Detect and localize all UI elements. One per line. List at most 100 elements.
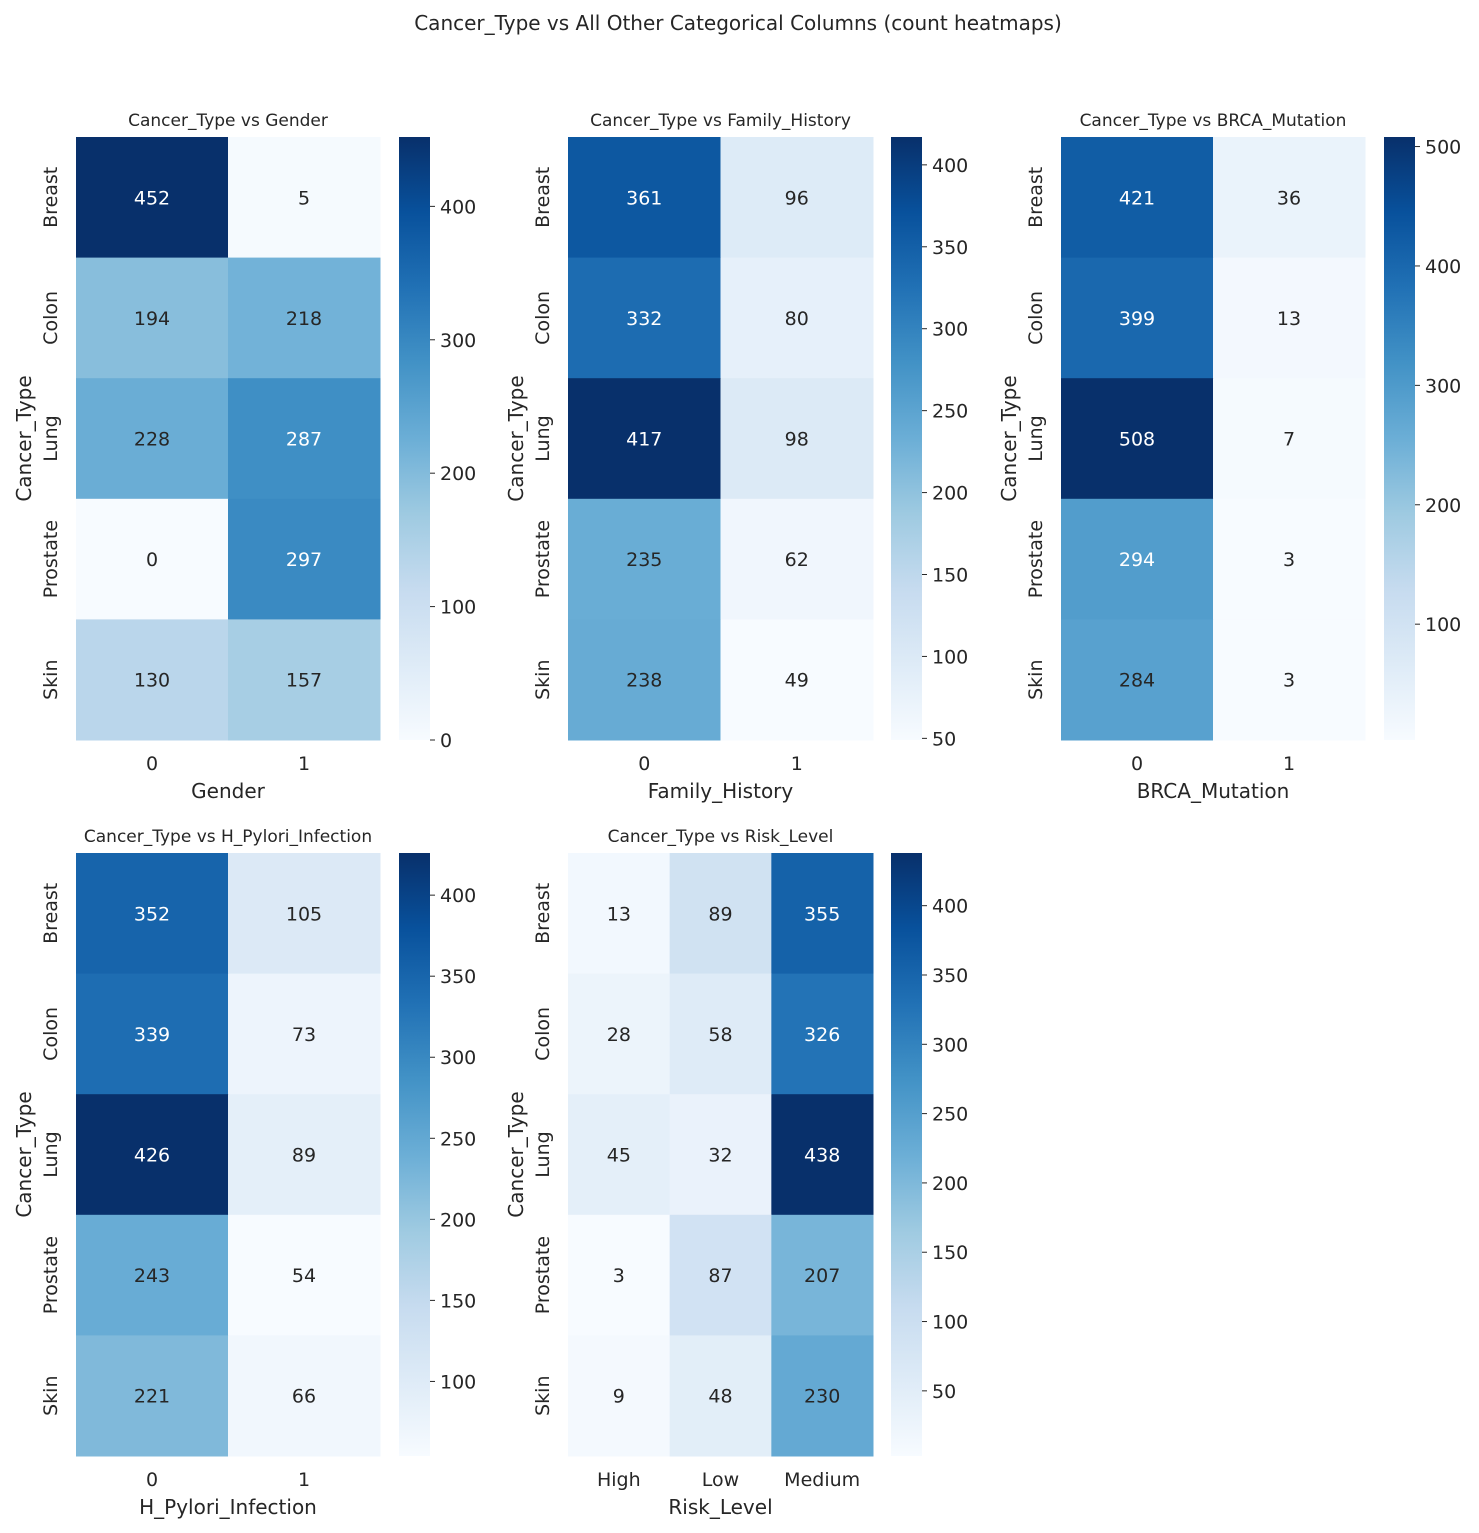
cell-value-label: 7 (1283, 429, 1295, 451)
cell-value-label: 45 (607, 1145, 631, 1167)
colorbar-tick-label: 300 (932, 1034, 968, 1056)
cell-value-label: 0 (146, 549, 158, 571)
colorbar-tick-label: 350 (932, 237, 968, 259)
heatmap-cell (1061, 378, 1214, 500)
heatmap-cell (568, 973, 671, 1095)
x-tick-label: Medium (784, 1469, 860, 1491)
heatmap-cell (568, 257, 721, 379)
colorbar-tick-label: 500 (1425, 137, 1461, 159)
colorbar-tick-label: 100 (932, 1312, 968, 1334)
y-tick-label: Breast (40, 167, 62, 228)
cell-value-label: 13 (1277, 308, 1301, 330)
heatmap-cell (228, 498, 381, 620)
cell-value-label: 228 (134, 429, 170, 451)
cell-value-label: 243 (134, 1265, 170, 1287)
panel-title: Cancer_Type vs Risk_Level (608, 827, 834, 847)
x-axis-label: H_Pylori_Infection (139, 1495, 317, 1519)
y-tick-label: Lung (40, 1131, 62, 1177)
y-tick-label: Breast (40, 883, 62, 944)
y-tick-label: Colon (532, 1007, 554, 1061)
heatmap-cell (669, 1214, 772, 1336)
cell-value-label: 508 (1119, 429, 1155, 451)
heatmap-cell (76, 1094, 229, 1216)
cell-value-label: 417 (626, 429, 662, 451)
heatmap-cell (568, 498, 721, 620)
colorbar-tick-label: 200 (932, 1173, 968, 1195)
cell-value-label: 36 (1277, 187, 1301, 209)
cell-value-label: 89 (708, 903, 732, 925)
figure-title: Cancer_Type vs All Other Categorical Col… (414, 11, 1062, 35)
cell-value-label: 294 (1119, 549, 1155, 571)
y-tick-label: Colon (40, 1007, 62, 1061)
heatmap-cell (568, 1094, 671, 1216)
heatmap-cell (76, 137, 229, 259)
x-tick-label: 1 (791, 753, 803, 775)
y-tick-label: Prostate (532, 1236, 554, 1314)
colorbar-tick-label: 150 (932, 1242, 968, 1264)
heatmap-cell (568, 1214, 671, 1336)
x-axis-label: Risk_Level (668, 1495, 772, 1519)
heatmap-cell (771, 853, 874, 975)
heatmap-cell (1061, 498, 1214, 620)
x-tick-label: 1 (1283, 753, 1295, 775)
cell-value-label: 297 (286, 549, 322, 571)
heatmap-cell (1213, 619, 1366, 741)
cell-value-label: 326 (804, 1024, 840, 1046)
heatmap-cell (76, 378, 229, 500)
cell-value-label: 3 (1283, 670, 1295, 692)
cell-value-label: 62 (785, 549, 809, 571)
cell-value-label: 3 (613, 1265, 625, 1287)
heatmap-cell (228, 619, 381, 741)
colorbar (399, 137, 430, 740)
x-tick-label: 0 (1131, 753, 1143, 775)
colorbar (399, 853, 430, 1456)
heatmap-panel: Cancer_Type vs Gender 452 5 194 218 228 287 0 29… (12, 111, 476, 803)
heatmap-cell (720, 378, 874, 500)
cell-value-label: 28 (607, 1024, 631, 1046)
x-tick-label: Low (702, 1469, 739, 1491)
cell-value-label: 48 (708, 1386, 732, 1408)
x-tick-label: 1 (298, 753, 310, 775)
colorbar-tick-label: 200 (440, 463, 476, 485)
heatmap-cell (568, 378, 721, 500)
panel-title: Cancer_Type vs BRCA_Mutation (1080, 111, 1347, 131)
y-axis-label: Cancer_Type (504, 1091, 528, 1217)
cell-value-label: 89 (292, 1145, 316, 1167)
heatmap-cell (1061, 619, 1214, 741)
y-tick-label: Skin (532, 1376, 554, 1416)
colorbar-tick-label: 200 (932, 483, 968, 505)
y-tick-label: Breast (532, 883, 554, 944)
cell-value-label: 58 (708, 1024, 732, 1046)
heatmap-cell (76, 498, 229, 620)
y-tick-label: Prostate (1025, 520, 1047, 598)
heatmap-cell (771, 1214, 874, 1336)
x-tick-label: 0 (146, 753, 158, 775)
colorbar-tick-label: 100 (440, 1371, 476, 1393)
y-tick-label: Colon (1025, 291, 1047, 345)
x-tick-label: 0 (638, 753, 650, 775)
cell-value-label: 221 (134, 1386, 170, 1408)
x-axis-label: Gender (191, 779, 265, 803)
colorbar-tick-label: 400 (1425, 256, 1461, 278)
y-tick-label: Skin (1025, 660, 1047, 700)
y-tick-label: Colon (532, 291, 554, 345)
cell-value-label: 66 (292, 1386, 316, 1408)
y-tick-label: Prostate (40, 1236, 62, 1314)
heatmap-cell (771, 1335, 874, 1457)
heatmap-cell (228, 1214, 381, 1336)
cell-value-label: 230 (804, 1386, 840, 1408)
heatmap-cell (228, 378, 381, 500)
cell-value-label: 235 (626, 549, 662, 571)
cell-value-label: 421 (1119, 187, 1155, 209)
heatmap-cell (76, 973, 229, 1095)
colorbar-tick-label: 50 (932, 1381, 956, 1403)
colorbar (891, 137, 922, 740)
y-axis-label: Cancer_Type (12, 375, 36, 501)
cell-value-label: 339 (134, 1024, 170, 1046)
cell-value-label: 105 (286, 903, 322, 925)
heatmap-cell (228, 1335, 381, 1457)
colorbar (891, 853, 922, 1456)
heatmap-cell (1213, 257, 1366, 379)
heatmap-cell (1213, 498, 1366, 620)
